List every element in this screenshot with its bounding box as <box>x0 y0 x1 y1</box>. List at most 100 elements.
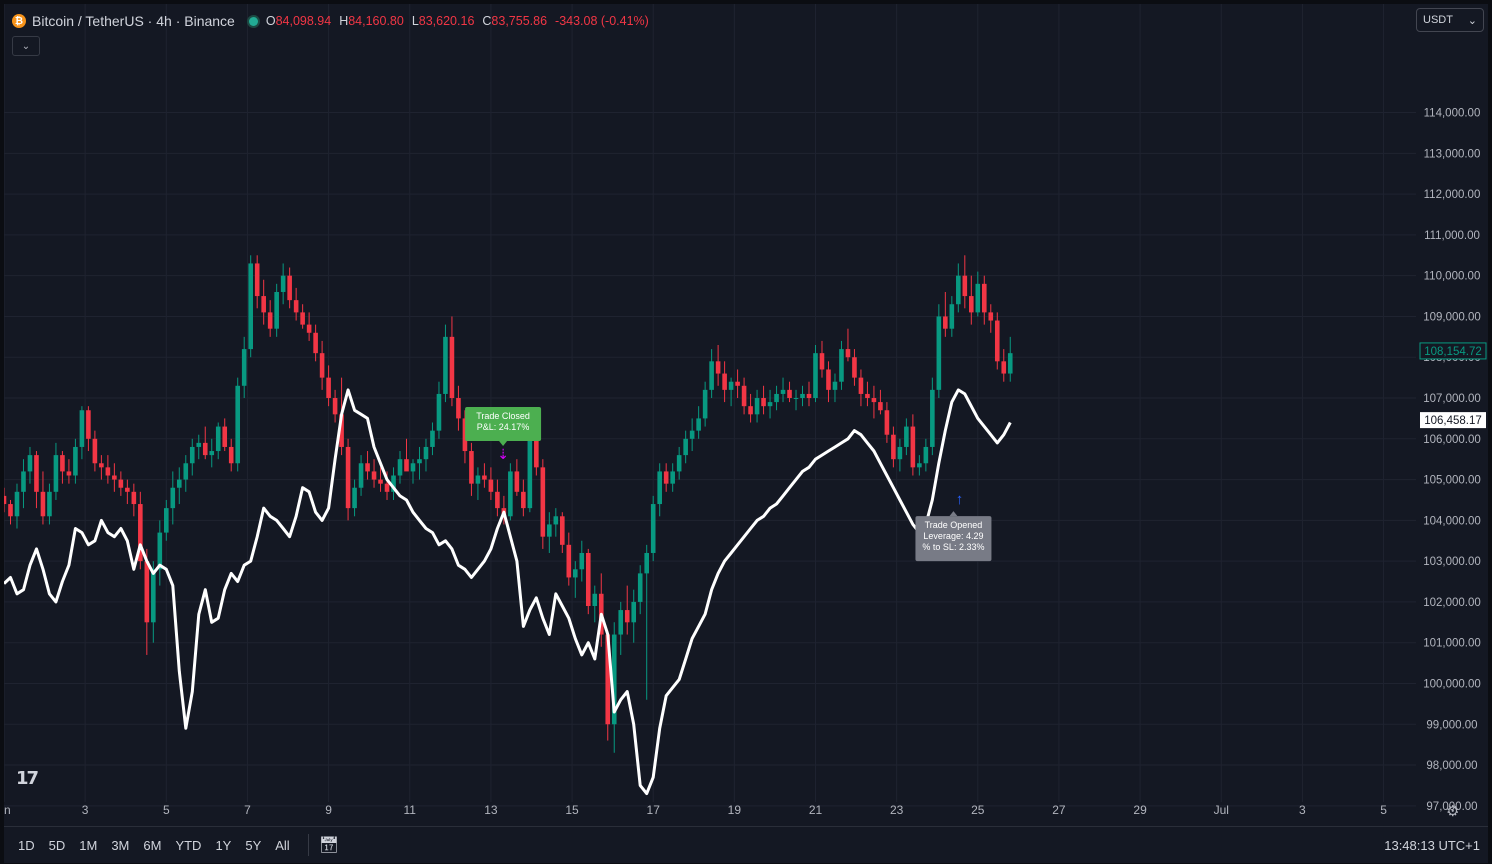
x-tick-label: 3 <box>1299 803 1306 817</box>
y-tick-label: 103,000.00 <box>1423 556 1481 568</box>
candle-body <box>189 446 195 464</box>
ohlc-change: -343.08 (-0.41%) <box>555 14 649 28</box>
candle-body <box>845 349 851 358</box>
ohlc-close: 83,755.86 <box>491 14 548 28</box>
x-tick-label: Jul <box>1214 803 1229 817</box>
collapse-legend-button[interactable]: ⌄ <box>12 36 40 56</box>
candle-body <box>176 479 182 488</box>
candle-body <box>1001 361 1007 374</box>
candle-body <box>527 426 533 509</box>
candle-body <box>514 471 520 492</box>
range-5d-button[interactable]: 5D <box>48 837 66 853</box>
candle-body <box>832 381 838 390</box>
trade-label-pointer <box>949 511 958 517</box>
candle-body <box>319 353 325 378</box>
candle-body <box>631 601 637 623</box>
candle-body <box>800 393 805 399</box>
price-chart[interactable]: 114,000.00 113,000.00 112,000.00 111,000.00… <box>4 4 1488 826</box>
price-label-box <box>1420 412 1486 429</box>
candle-body <box>462 418 468 452</box>
candle-body <box>852 357 857 378</box>
candle-body <box>151 569 156 623</box>
candle-body <box>650 504 656 553</box>
x-tick-label: 5 <box>163 803 170 817</box>
range-1y-button[interactable]: 1Y <box>215 837 232 853</box>
candle-body <box>787 389 792 399</box>
candle-body <box>618 610 624 635</box>
candle-body <box>585 552 591 606</box>
candle-body <box>365 463 370 472</box>
x-tick-label: 9 <box>325 803 332 817</box>
candle-body <box>339 414 344 447</box>
chart-frame[interactable]: 114,000.00 113,000.00 112,000.00 111,000.00… <box>4 4 1488 826</box>
x-tick-label: 29 <box>1133 803 1147 817</box>
candle-body <box>313 332 318 354</box>
ohlc-key: L <box>411 14 419 28</box>
candle-body <box>508 471 513 517</box>
candle-body <box>605 634 611 725</box>
candle-body <box>715 361 721 374</box>
y-tick-label: 99,000.00 <box>1426 719 1477 731</box>
range-all-button[interactable]: All <box>275 837 290 853</box>
y-tick-label: 109,000.00 <box>1423 311 1481 323</box>
candle-body <box>163 508 169 533</box>
candle-body <box>417 459 422 464</box>
y-tick-label: 112,000.00 <box>1424 189 1481 201</box>
candle-body <box>469 451 474 484</box>
candle-body <box>397 459 403 476</box>
trade-label-text: P&L: 24.17% <box>477 422 530 432</box>
price-label-box <box>1419 342 1487 360</box>
bottom-toolbar: 1D 5D 1M 3M 6M YTD 1Y 5Y All 📅︎ 13:48:13… <box>4 826 1488 863</box>
symbol-title[interactable]: Bitcoin / TetherUS · 4h · Binance <box>32 13 235 29</box>
bitcoin-icon: ₿ <box>12 14 26 28</box>
candle-body <box>40 491 46 517</box>
candle-body <box>482 475 487 480</box>
y-tick-label: 104,000.00 <box>1423 515 1481 527</box>
ohlc-values: O84,098.94 H84,160.80 L83,620.16 C83,755… <box>266 14 649 28</box>
candle-body <box>105 467 111 476</box>
candle-body <box>806 393 812 399</box>
candle-body <box>943 316 948 329</box>
range-6m-button[interactable]: 6M <box>143 837 162 853</box>
candle-body <box>683 438 688 456</box>
trade-label-box <box>915 516 992 562</box>
gear-icon[interactable]: ⚙ <box>1446 803 1460 820</box>
candle-body <box>112 475 117 480</box>
x-tick-label: 21 <box>809 803 823 817</box>
candle-body <box>326 377 331 399</box>
range-1d-button[interactable]: 1D <box>18 837 35 853</box>
range-5y-button[interactable]: 5Y <box>245 837 262 853</box>
market-status-icon <box>248 16 258 26</box>
candle-body <box>923 446 929 464</box>
candle-body <box>793 398 799 400</box>
clock[interactable]: 13:48:13 UTC+1 <box>1384 837 1480 853</box>
candle-body <box>689 430 695 439</box>
candle-body <box>235 385 241 464</box>
candle-body <box>930 389 935 447</box>
candle-body <box>722 373 727 390</box>
range-ytd-button[interactable]: YTD <box>175 837 202 853</box>
range-1m-button[interactable]: 1M <box>79 837 98 853</box>
candle-body <box>748 406 753 415</box>
currency-select[interactable]: USDT ⌄ <box>1416 8 1484 32</box>
candle-body <box>443 336 448 394</box>
candle-body <box>287 275 292 301</box>
candle-body <box>306 324 312 333</box>
candle-body <box>86 410 91 439</box>
candle-body <box>865 393 870 399</box>
candle-body <box>449 336 455 399</box>
candle-body <box>21 471 26 492</box>
candle-body <box>813 353 818 399</box>
candle-body <box>495 491 500 509</box>
x-tick-label: 5 <box>1380 803 1387 817</box>
candle-body <box>774 393 779 403</box>
candle-body <box>761 398 766 407</box>
calendar-icon[interactable]: 📅︎ <box>318 837 340 854</box>
toolbar-divider <box>307 834 309 856</box>
candle-body <box>676 455 682 472</box>
range-3m-button[interactable]: 3M <box>111 837 130 853</box>
candle-body <box>170 487 176 509</box>
y-tick-label: 114,000.00 <box>1424 108 1481 120</box>
candle-body <box>566 544 572 578</box>
candle-body <box>663 471 669 484</box>
